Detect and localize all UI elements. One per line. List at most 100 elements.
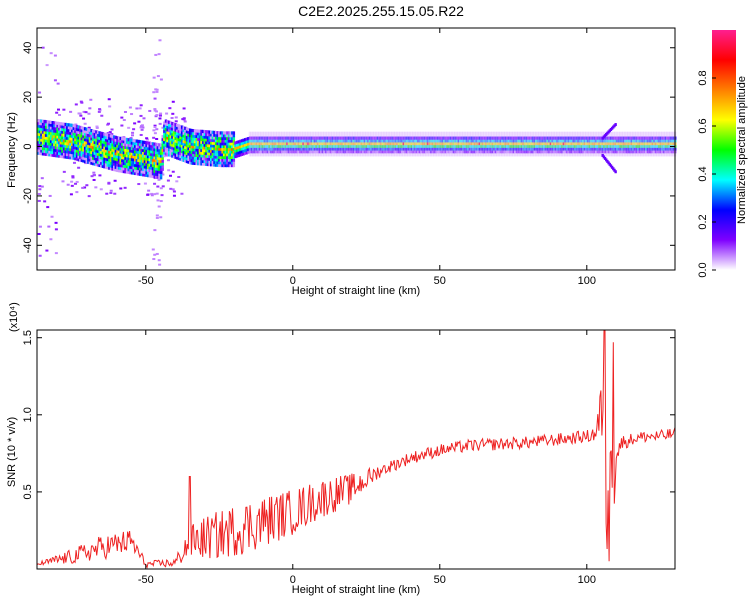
spectrogram-cell <box>594 136 598 140</box>
spectrogram-cell <box>227 144 231 149</box>
spectrogram-cell <box>96 149 100 154</box>
spectrogram-cell <box>180 158 184 162</box>
spectrogram-halo <box>644 131 648 157</box>
spectrogram-cell <box>425 144 428 148</box>
spectrogram-cell <box>455 147 459 151</box>
spectrogram-cell <box>146 174 150 178</box>
spectrogram-cell <box>640 147 643 151</box>
spectrogram-cell <box>224 153 227 157</box>
spectrogram-cell <box>667 147 671 151</box>
spectrogram-cell <box>195 153 198 157</box>
spectrogram-cell <box>72 134 75 139</box>
spectrogram-cell <box>109 191 113 194</box>
spectrogram-cell <box>387 141 391 146</box>
spectrogram-cell <box>392 141 396 146</box>
spectrogram-cell <box>119 158 122 162</box>
spectrogram-cell <box>633 147 637 151</box>
spectrogram-cell <box>360 136 363 140</box>
spectrogram-cell <box>661 141 664 146</box>
spectrogram-cell <box>412 150 415 154</box>
spectrogram-cell <box>117 139 121 143</box>
spectrogram-cell <box>222 144 226 149</box>
spectrogram-cell <box>74 124 77 128</box>
spectrogram-cell <box>49 145 53 149</box>
spectrogram-cell <box>169 132 172 136</box>
spectrogram-cell <box>504 136 507 140</box>
spectrogram-cell <box>206 149 210 153</box>
spectrogram-cell <box>88 139 92 143</box>
spectrogram-cell <box>426 150 430 154</box>
spectrogram-cell <box>617 136 620 140</box>
spectrogram-cell <box>266 141 270 146</box>
spectrogram-cell <box>61 146 64 151</box>
spectrogram-cell <box>210 152 213 156</box>
spectrogram-cell <box>122 148 126 152</box>
spectrogram-cell <box>392 139 396 143</box>
spectrogram-cell <box>583 136 586 140</box>
snr-series-line <box>36 329 676 569</box>
spectrogram-cell <box>565 139 569 143</box>
spectrogram-halo <box>400 131 404 157</box>
spectrogram-cell <box>439 139 443 143</box>
spectrogram-cell <box>127 143 130 147</box>
spectrogram-cell <box>169 151 172 155</box>
spectrogram-cell <box>224 155 227 159</box>
spectrogram-cell <box>164 138 168 142</box>
spectrogram-cell <box>197 148 200 152</box>
spectrogram-cell <box>156 75 160 78</box>
spectrogram-cell <box>219 139 223 143</box>
spectrogram-cell <box>124 153 127 158</box>
spectrogram-cell <box>91 137 95 141</box>
spectrogram-cell <box>510 144 514 148</box>
spectrogram-cell <box>344 144 347 148</box>
spectrogram-halo <box>314 131 318 157</box>
spectrogram-cell <box>418 150 422 154</box>
spectrogram-cell <box>452 147 455 151</box>
spectrogram-cell <box>255 150 258 154</box>
spectrogram-cell <box>182 158 185 162</box>
spectrogram-cell <box>465 150 468 154</box>
spectrogram-cell <box>523 150 527 154</box>
spectrogram-cell <box>423 147 426 151</box>
spectrogram-cell <box>93 146 96 150</box>
spectrogram-cell <box>177 151 181 155</box>
spectrogram-cell <box>651 144 654 148</box>
spectrogram-cell <box>119 169 122 173</box>
spectrogram-cell <box>132 171 135 175</box>
spectrogram-cell <box>224 142 227 146</box>
spectrogram-cell <box>564 150 567 154</box>
spectrogram-cell <box>40 152 43 156</box>
spectrogram-cell <box>538 139 541 143</box>
spectrogram-cell <box>155 142 158 146</box>
spectrogram-cell <box>90 175 94 178</box>
spectrogram-cell <box>554 141 557 146</box>
spectrogram-cell <box>116 141 119 145</box>
spectrogram-cell <box>142 143 145 147</box>
spectrogram-cell <box>150 158 153 162</box>
spectrogram-cell <box>159 146 163 150</box>
spectrogram-cell <box>250 139 253 143</box>
spectrogram-cell <box>83 154 87 158</box>
spectrogram-cell <box>182 126 185 130</box>
spectrogram-cell <box>155 156 158 160</box>
spectrogram-cell <box>389 150 392 154</box>
spectrogram-cell <box>142 167 145 171</box>
spectrogram-cell <box>407 147 410 151</box>
spectrogram-cell <box>231 139 234 143</box>
spectrogram-cell <box>109 148 113 152</box>
spectrogram-cell <box>93 138 96 142</box>
spectrogram-cell <box>344 150 347 154</box>
spectrogram-halo <box>649 131 653 157</box>
spectrogram-cell <box>143 159 147 164</box>
spectrogram-cell <box>138 150 142 155</box>
spectrogram-cell <box>145 146 148 150</box>
spectrogram-cell <box>552 141 556 146</box>
spectrogram-cell <box>449 136 452 140</box>
spectrogram-halo <box>293 131 297 157</box>
spectrogram-cell <box>135 172 139 176</box>
spectrogram-cell <box>156 199 160 202</box>
spectrogram-cell <box>109 153 113 157</box>
spectrogram-cell <box>40 185 44 188</box>
spectrogram-cell <box>415 144 418 148</box>
spectrogram-cell <box>38 124 42 128</box>
